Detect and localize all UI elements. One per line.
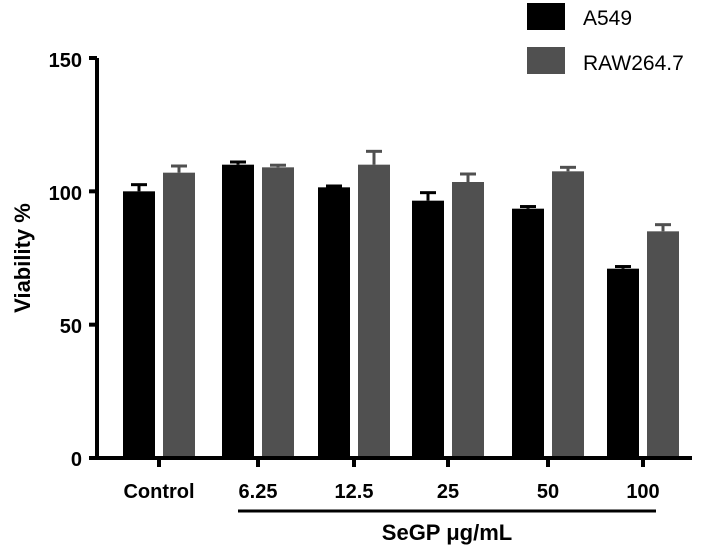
bar-a549-50 [512,208,544,458]
legend: A549 RAW264.7 [527,3,684,75]
error-bar-raw264-7-6-25 [270,163,286,168]
error-bar-a549-50 [520,205,536,209]
error-bar-raw264-7-12-5 [366,149,382,165]
error-bar-a549-12-5 [326,184,342,188]
bar-a549-12-5 [318,187,350,459]
error-bar-raw264-7-100 [655,223,671,232]
x-tick-label-50: 50 [537,481,559,503]
error-bar-raw264-7-control [171,164,187,173]
x-tick-label-100: 100 [626,481,659,503]
legend-swatch-raw264-7 [527,47,565,74]
x-axis-title: SeGP μg/mL [382,520,512,545]
legend-label-raw264-7: RAW264.7 [583,52,684,75]
bar-raw264-7-12-5 [358,164,390,458]
bar-a549-100 [607,268,639,458]
bar-raw264-7-6-25 [262,167,294,459]
x-ticks [157,458,645,467]
legend-label-a549: A549 [583,7,632,30]
error-bar-raw264-7-50 [560,165,576,172]
legend-swatch-a549 [527,3,565,30]
bar-a549-25 [412,200,444,458]
x-tick-label-25: 25 [437,481,459,503]
x-tick-label-6-25: 6.25 [239,481,278,503]
y-tick-label-50: 50 [60,316,82,338]
bars [123,149,679,459]
y-tick-label-0: 0 [71,449,82,471]
error-bar-a549-control [131,183,147,192]
y-tick-label-100: 100 [49,183,82,205]
bar-raw264-7-control [163,172,195,458]
error-bar-a549-6-25 [230,160,246,165]
bar-raw264-7-50 [552,171,584,459]
error-bar-a549-100 [615,265,631,269]
bar-a549-6-25 [222,164,254,458]
error-bar-a549-25 [420,191,436,201]
bar-raw264-7-100 [647,231,679,458]
y-axis-title: Viability % [10,203,35,313]
y-tick-label-150: 150 [49,50,82,72]
bar-a549-control [123,191,155,459]
x-tick-label-12-5: 12.5 [335,481,374,503]
error-bar-raw264-7-25 [460,172,476,182]
x-tick-label-control: Control [123,481,194,503]
bar-raw264-7-25 [452,182,484,458]
